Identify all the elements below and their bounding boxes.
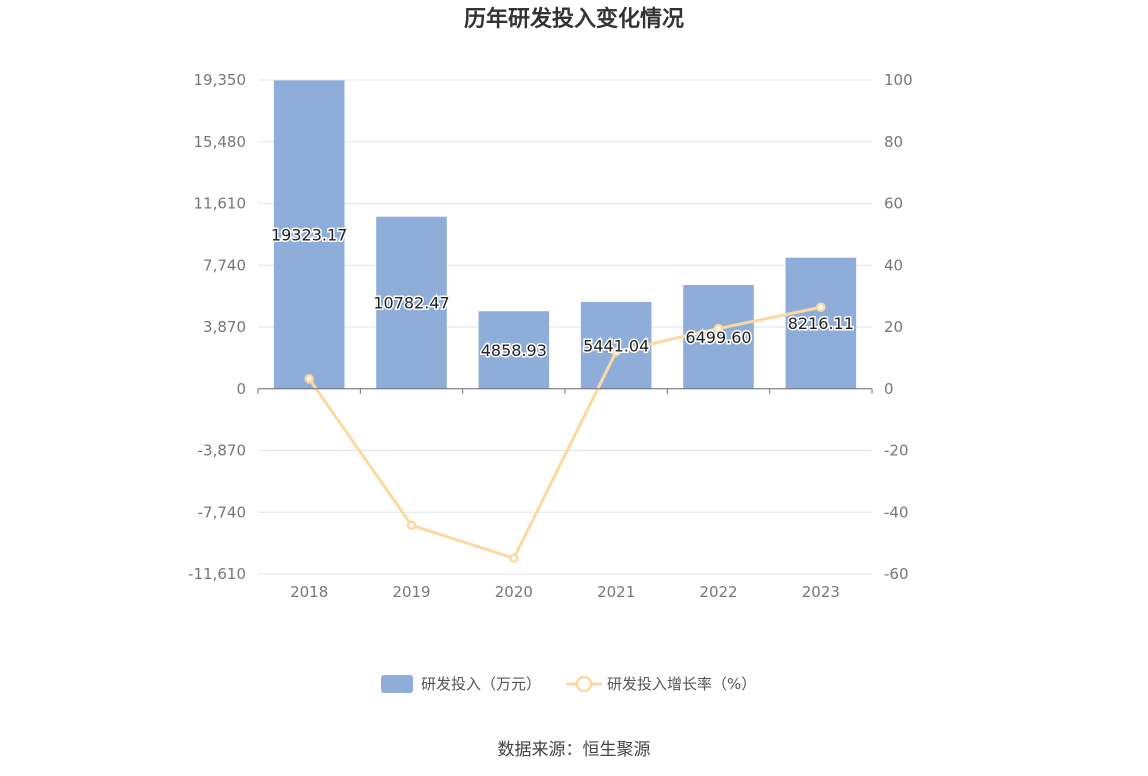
legend-bar-swatch — [381, 675, 413, 693]
y-left-tick-label: 3,870 — [203, 318, 246, 336]
y-right-tick-label: 40 — [884, 256, 903, 274]
source-text: 数据来源：恒生聚源 — [498, 740, 651, 760]
y-right-tick-label: 100 — [884, 71, 913, 89]
legend-bar-label: 研发投入（万元） — [421, 675, 541, 693]
y-left-tick-label: -11,610 — [188, 565, 246, 583]
chart-title: 历年研发投入变化情况 — [464, 6, 684, 32]
line-point[interactable] — [713, 323, 724, 334]
bar[interactable] — [785, 257, 857, 389]
line-point[interactable] — [509, 553, 519, 564]
y-left-tick-label: -7,740 — [198, 503, 246, 521]
x-axis: 2018 2019 2020 2021 2022 2023 — [257, 388, 873, 601]
bar[interactable] — [376, 216, 447, 389]
y-left-tick-label: 0 — [236, 380, 246, 398]
y-left-tick-label: -3,870 — [198, 442, 246, 460]
right-axis: 100 80 60 40 20 0 -20 -40 -60 — [884, 71, 913, 583]
legend-line-label: 研发投入增长率（%） — [607, 675, 756, 693]
bar-value-label: 10782.47 — [373, 294, 449, 313]
bar[interactable] — [683, 285, 754, 389]
y-right-tick-label: 0 — [884, 380, 894, 398]
x-tick-label: 2021 — [597, 583, 635, 601]
bar-value-label: 8216.11 — [788, 314, 854, 333]
y-right-tick-label: 80 — [884, 133, 903, 151]
x-tick-label: 2020 — [495, 583, 533, 601]
grid — [258, 79, 872, 575]
bar-value-label: 5441.04 — [583, 336, 649, 355]
y-right-tick-label: 20 — [884, 318, 903, 336]
bar[interactable] — [273, 80, 345, 389]
data-labels: 19323.17 10782.47 4858.93 5441.04 6499.60 821… — [269, 224, 855, 361]
x-tick-label: 2022 — [699, 583, 737, 601]
left-axis: 19,350 15,480 11,610 7,740 3,870 0 -3,870 -7,74… — [188, 71, 246, 583]
line-point[interactable] — [816, 302, 826, 312]
y-left-tick-label: 19,350 — [194, 71, 247, 89]
line-series — [304, 302, 826, 564]
bar-value-label: 6499.60 — [685, 328, 751, 347]
y-right-tick-label: -20 — [884, 442, 909, 460]
x-tick-label: 2023 — [802, 583, 840, 601]
bar[interactable] — [478, 311, 550, 389]
legend[interactable]: 研发投入（万元） 研发投入增长率（%） — [381, 675, 756, 693]
y-right-tick-label: -60 — [884, 565, 909, 583]
line-point[interactable] — [406, 520, 417, 530]
growth-line — [307, 305, 822, 561]
x-tick-label: 2019 — [392, 583, 430, 601]
y-left-tick-label: 15,480 — [194, 133, 247, 151]
bar-value-label: 4858.93 — [481, 341, 547, 360]
x-tick-label: 2018 — [290, 583, 328, 601]
bar-value-label: 19323.17 — [271, 226, 347, 245]
y-right-tick-label: 60 — [884, 195, 903, 213]
bar-series — [273, 80, 857, 389]
y-left-tick-label: 11,610 — [194, 195, 247, 213]
line-point[interactable] — [611, 346, 621, 357]
line-point[interactable] — [304, 374, 314, 384]
legend-line-marker — [575, 675, 593, 693]
y-right-tick-label: -40 — [884, 503, 909, 521]
y-left-tick-label: 7,740 — [203, 256, 246, 274]
